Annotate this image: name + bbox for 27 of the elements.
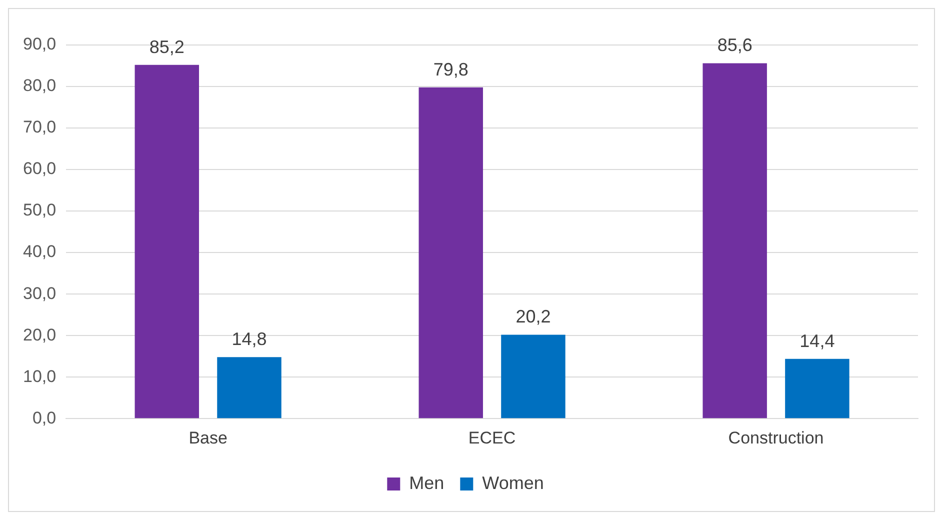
x-tick-label: ECEC [468, 428, 516, 448]
y-tick-label: 0,0 [32, 408, 56, 428]
y-tick-label: 30,0 [22, 284, 56, 303]
y-tick-label: 70,0 [22, 118, 56, 137]
bar [702, 63, 767, 418]
legend-label: Men [409, 472, 444, 493]
y-tick-label: 90,0 [22, 34, 56, 54]
data-label: 79,8 [433, 59, 468, 80]
y-tick-label: 20,0 [22, 325, 56, 344]
y-tick-label: 10,0 [22, 366, 56, 386]
data-label: 85,2 [149, 36, 184, 57]
data-label: 14,4 [800, 330, 835, 351]
bar [418, 87, 483, 418]
bar [785, 358, 850, 418]
y-tick-label: 50,0 [22, 200, 56, 220]
bar [134, 64, 200, 418]
data-label: 85,6 [717, 35, 752, 56]
legend-label: Women [482, 472, 544, 493]
x-tick-label: Base [188, 428, 228, 448]
y-tick-label: 40,0 [22, 242, 56, 262]
data-label: 14,8 [232, 329, 267, 350]
bar [501, 334, 566, 418]
y-tick-label: 60,0 [22, 159, 56, 178]
data-label: 20,2 [516, 306, 551, 327]
y-tick-label: 80,0 [22, 76, 56, 96]
bar [217, 357, 282, 418]
x-tick-label: Construction [728, 428, 824, 448]
